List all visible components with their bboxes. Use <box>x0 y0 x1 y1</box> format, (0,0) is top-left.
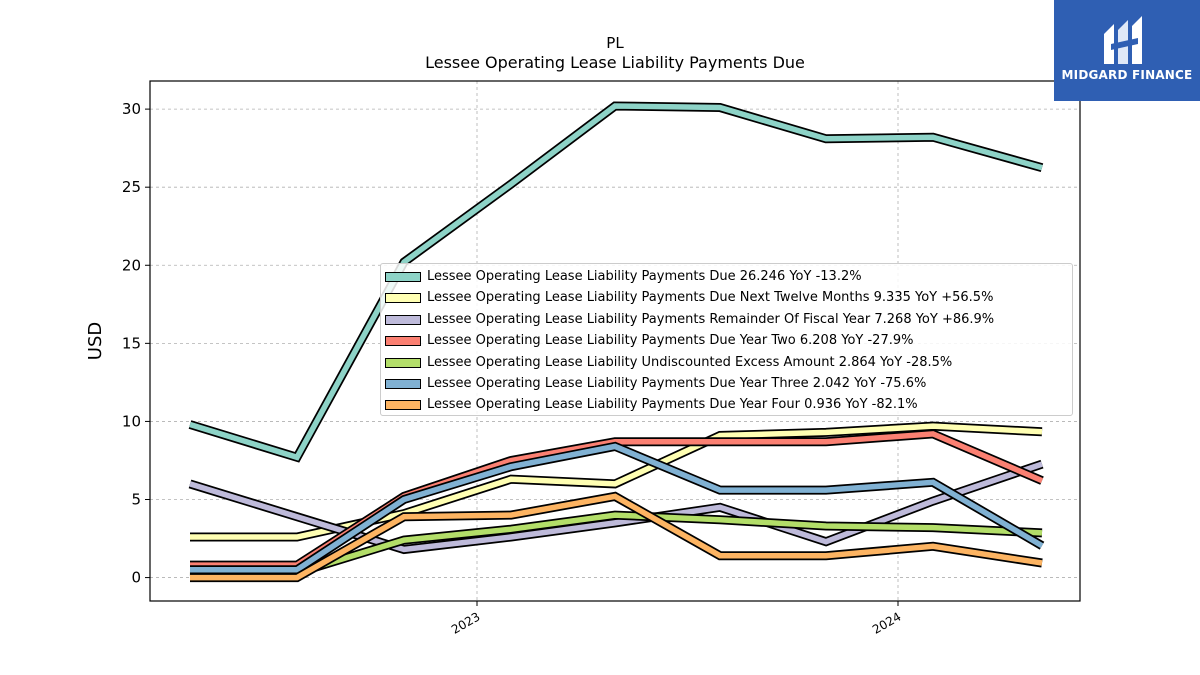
legend-swatch <box>385 293 421 304</box>
series-line <box>189 461 1043 553</box>
y-tick-label: 25 <box>122 178 141 196</box>
legend-label: Lessee Operating Lease Liability Payment… <box>427 311 995 327</box>
series-line <box>190 443 1044 573</box>
midgard-finance-logo: MIDGARD FINANCE <box>1054 0 1200 101</box>
chart-subtitle: Lessee Operating Lease Liability Payment… <box>425 53 805 72</box>
legend-swatch <box>385 272 421 282</box>
legend-swatch <box>385 400 421 411</box>
y-axis-label: USD <box>85 322 106 360</box>
x-tick-label: 2023 <box>449 609 482 636</box>
y-tick-label: 0 <box>131 569 141 587</box>
plot-frame <box>149 80 1081 602</box>
y-tick-label: 10 <box>122 412 141 430</box>
legend-label: Lessee Operating Lease Liability Payment… <box>427 290 994 306</box>
chart-title: PL <box>606 34 624 52</box>
x-tick-label: 2024 <box>870 609 903 636</box>
series-line <box>190 493 1043 581</box>
y-tick-label: 15 <box>122 334 141 352</box>
legend-label: Lessee Operating Lease Liability Payment… <box>427 376 927 391</box>
chart-legend: Lessee Operating Lease Liability Payment… <box>380 263 1073 416</box>
legend-swatch <box>385 314 421 325</box>
series-line <box>189 103 1043 461</box>
legend-label: Lessee Operating Lease Liability Payment… <box>427 269 862 284</box>
y-tick-label: 20 <box>122 256 141 274</box>
y-tick-label: 30 <box>122 100 141 118</box>
legend-swatch <box>385 379 421 389</box>
logo-mark-icon <box>1104 16 1142 64</box>
legend-swatch <box>385 336 421 347</box>
logo-text: MIDGARD FINANCE <box>1061 68 1193 82</box>
legend-swatch <box>385 357 421 368</box>
legend-label: Lessee Operating Lease Liability Payment… <box>427 333 914 349</box>
legend-label: Lessee Operating Lease Liability Payment… <box>427 397 918 413</box>
legend-label: Lessee Operating Lease Liability Undisco… <box>427 354 953 370</box>
y-tick-label: 5 <box>131 490 141 508</box>
